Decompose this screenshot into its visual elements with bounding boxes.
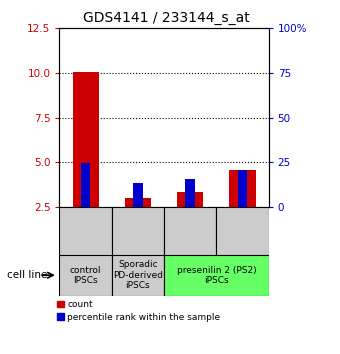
Bar <box>216 207 269 255</box>
Bar <box>112 255 164 296</box>
Text: presenilin 2 (PS2)
iPSCs: presenilin 2 (PS2) iPSCs <box>176 266 256 285</box>
Bar <box>164 255 269 296</box>
Bar <box>230 170 256 207</box>
Bar <box>81 163 90 207</box>
Bar <box>59 207 112 255</box>
Bar <box>112 207 164 255</box>
Text: control
IPSCs: control IPSCs <box>70 266 101 285</box>
Bar <box>72 72 99 207</box>
Bar <box>59 255 112 296</box>
Legend: count, percentile rank within the sample: count, percentile rank within the sample <box>57 300 220 322</box>
Bar <box>164 207 216 255</box>
Bar <box>125 198 151 207</box>
Text: Sporadic
PD-derived
iPSCs: Sporadic PD-derived iPSCs <box>113 260 163 290</box>
Bar <box>186 179 195 207</box>
Bar <box>238 170 247 207</box>
Text: cell line: cell line <box>7 270 47 280</box>
Text: GDS4141 / 233144_s_at: GDS4141 / 233144_s_at <box>83 11 250 25</box>
Bar <box>177 192 203 207</box>
Bar <box>133 183 142 207</box>
